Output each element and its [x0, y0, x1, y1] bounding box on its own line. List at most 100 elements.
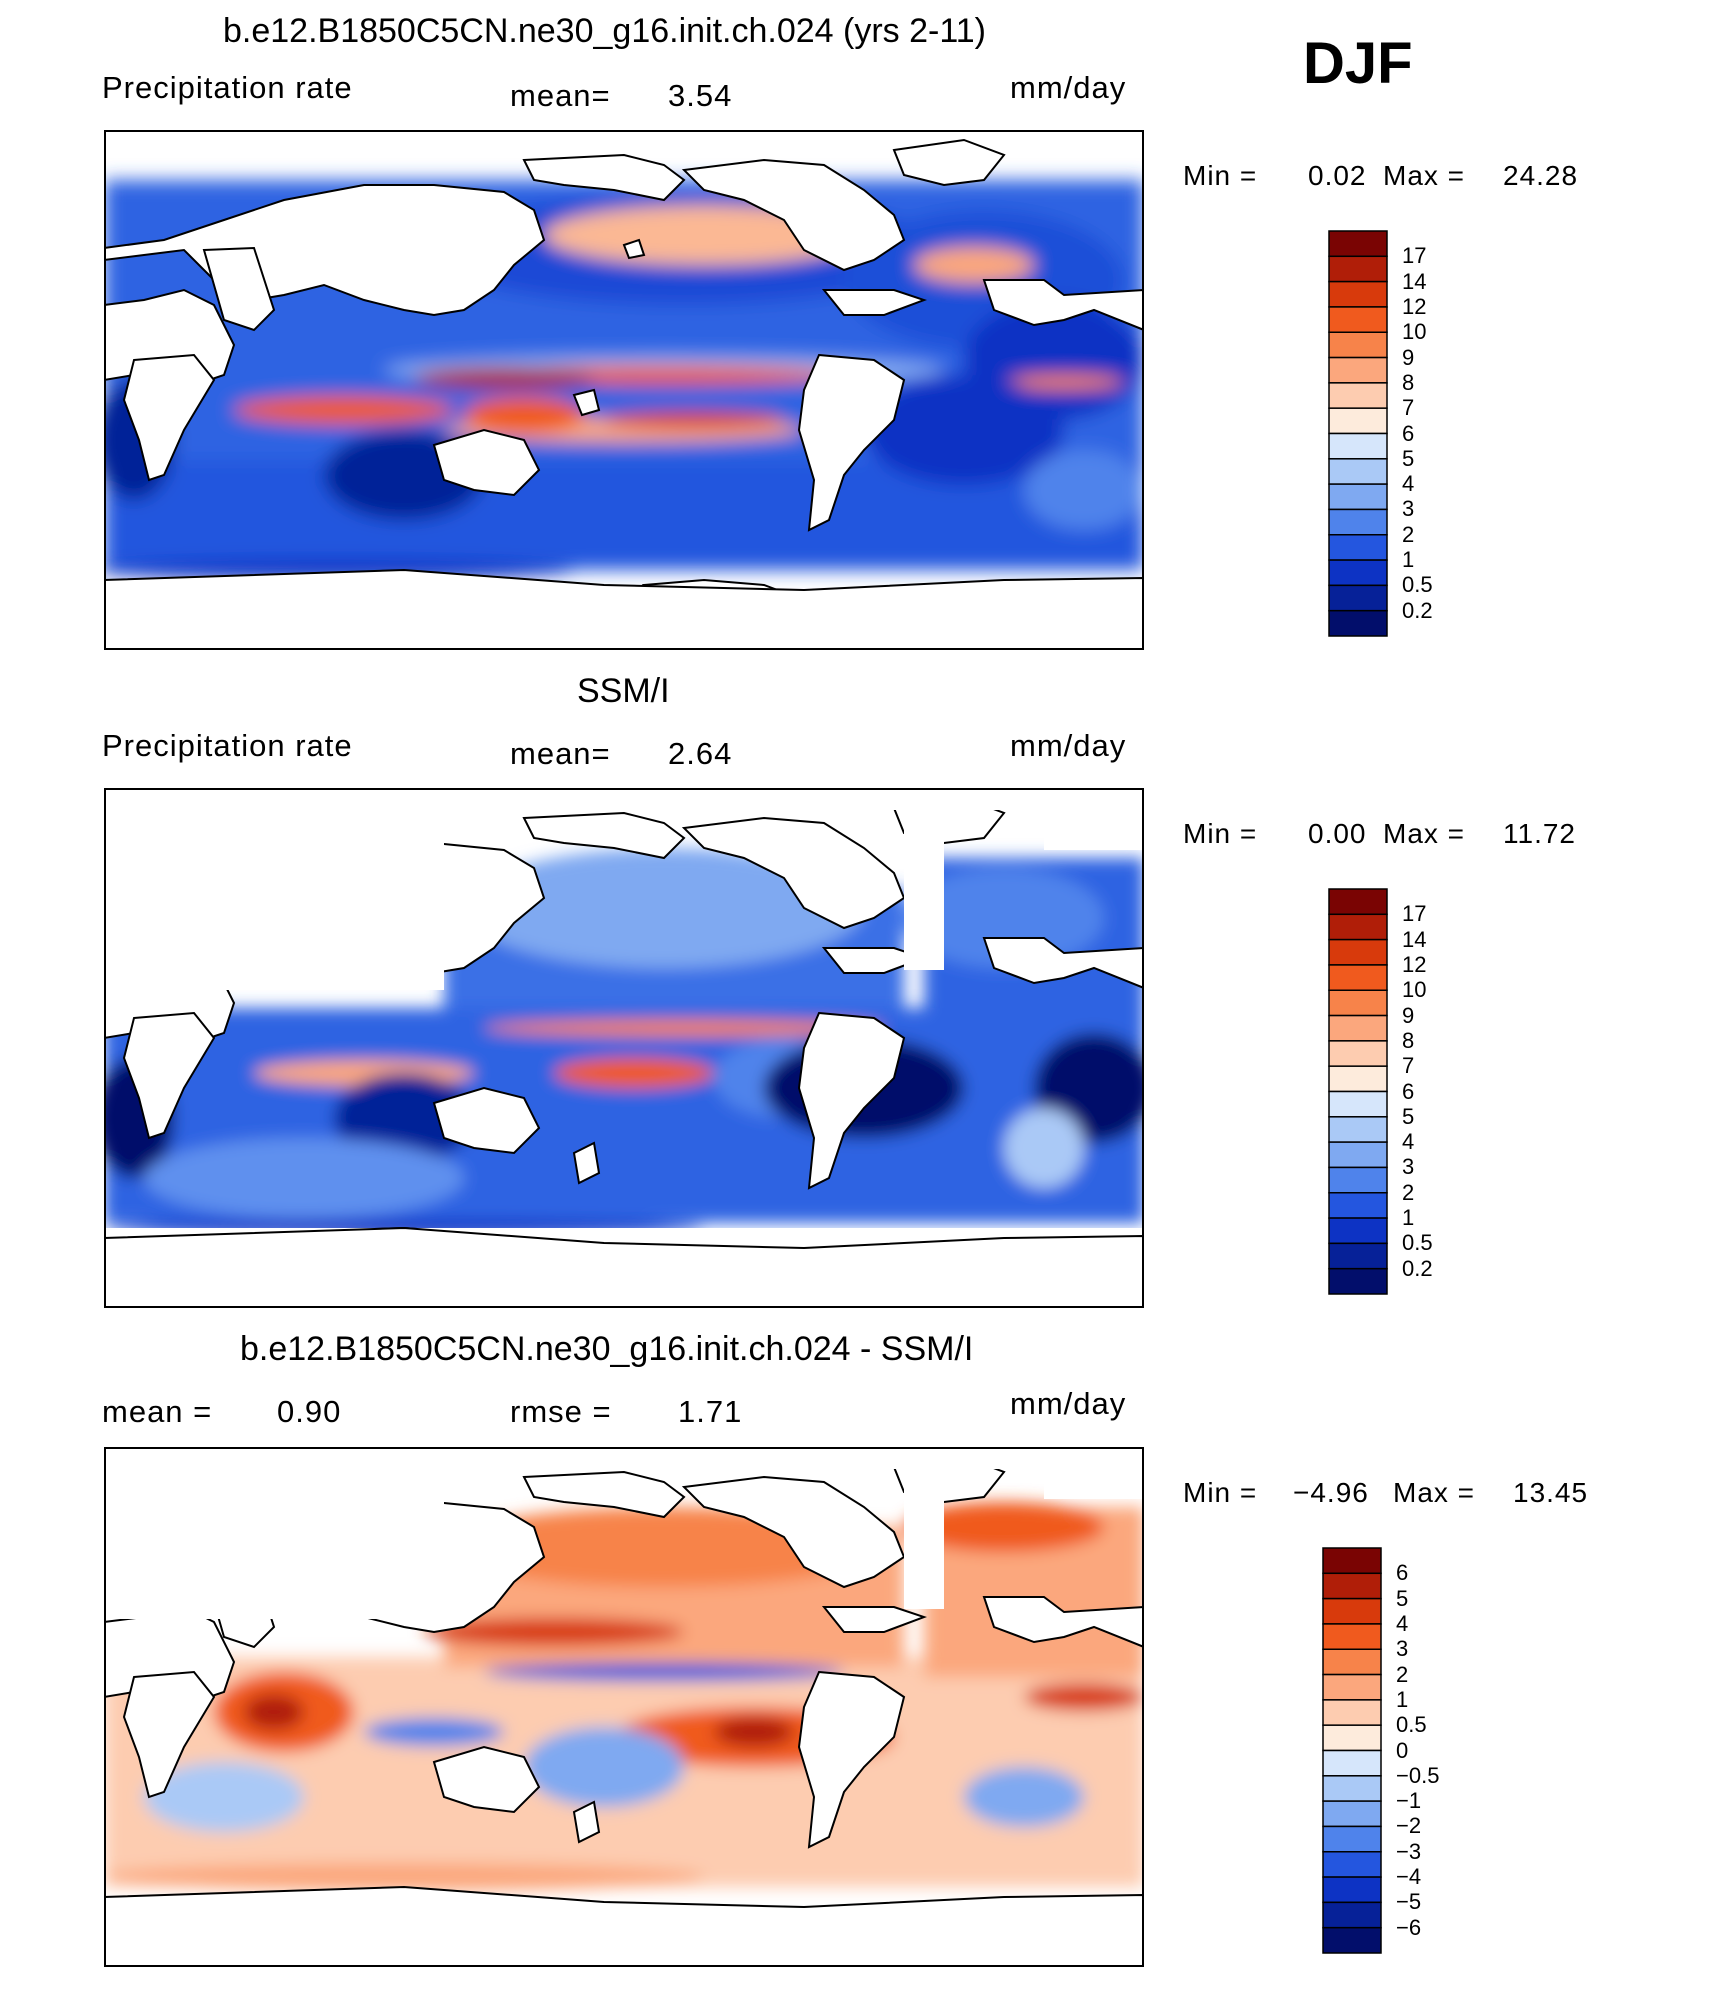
colorbar-swatch — [1322, 1749, 1382, 1777]
colorbar-tick-label: 2 — [1402, 521, 1415, 547]
panel-title: b.e12.B1850C5CN.ne30_g16.init.ch.024 (yr… — [223, 12, 986, 50]
colorbar-tick-label: 6 — [1402, 420, 1415, 446]
colorbar-swatches — [1328, 230, 1388, 637]
colorbar-tick-label: 7 — [1402, 395, 1415, 421]
colorbar-swatch — [1322, 1901, 1382, 1929]
colorbar-swatch — [1322, 1572, 1382, 1600]
colorbar-tick-label: 9 — [1402, 1002, 1415, 1028]
colorbar-swatch — [1328, 382, 1388, 409]
colorbar-tick-label: −3 — [1396, 1838, 1422, 1864]
colorbar-tick-label: 9 — [1402, 344, 1415, 370]
min-max-readout: Min = −4.96 Max = 13.45 — [1183, 1477, 1623, 1517]
max-value: 13.45 — [1513, 1477, 1589, 1508]
colorbar-swatch — [1328, 331, 1388, 359]
min-max-readout: Min = 0.00 Max = 11.72 — [1183, 818, 1603, 858]
colorbar-tick-label: 5 — [1402, 1103, 1415, 1129]
colorbar-tick-label: −6 — [1396, 1914, 1422, 1940]
colorbar-swatch — [1328, 508, 1388, 536]
min-value: 0.02 — [1308, 160, 1367, 191]
colorbar-tick-label: 1 — [1396, 1686, 1409, 1712]
panel-title: SSM/I — [577, 672, 670, 710]
rmse-label: rmse = — [510, 1394, 612, 1429]
mean-label: mean= — [510, 736, 611, 771]
colorbar-swatch — [1328, 356, 1388, 384]
colorbar-tick-label: 4 — [1402, 1129, 1415, 1155]
colorbar-tick-label: 17 — [1402, 243, 1427, 269]
colorbar-swatch — [1322, 1547, 1382, 1575]
colorbar-tick-label: 2 — [1396, 1661, 1409, 1687]
colorbar-swatch — [1328, 584, 1388, 612]
colorbar-tick-label: 8 — [1402, 1027, 1415, 1053]
colorbar-swatch — [1328, 888, 1388, 916]
colorbar-tick-label: 0.2 — [1402, 1255, 1433, 1281]
colorbar-tick-label: 10 — [1402, 319, 1427, 345]
panel-title: b.e12.B1850C5CN.ne30_g16.init.ch.024 - S… — [240, 1330, 974, 1368]
colorbar-tick-label: 5 — [1396, 1585, 1409, 1611]
colorbar-swatch — [1322, 1926, 1382, 1954]
colorbar-tick-label: −4 — [1396, 1864, 1422, 1890]
colorbar-swatch — [1328, 407, 1388, 435]
units-label: mm/day — [1010, 728, 1127, 763]
colorbar-tick-label: 12 — [1402, 951, 1427, 977]
colorbar-swatches — [1322, 1547, 1382, 1954]
colorbar-swatch — [1328, 1040, 1388, 1067]
colorbar-swatch — [1322, 1851, 1382, 1878]
colorbar-swatch — [1328, 609, 1388, 637]
colorbar-tick-label: 8 — [1402, 369, 1415, 395]
colorbar-swatch — [1322, 1623, 1382, 1650]
colorbar-swatch — [1328, 1192, 1388, 1219]
colorbar-tick-label: −5 — [1396, 1889, 1422, 1915]
precip-difference-map — [104, 1447, 1144, 1967]
colorbar-tick-label: 3 — [1396, 1636, 1409, 1662]
colorbar-tick-label: 6 — [1396, 1560, 1409, 1586]
colorbar-swatch — [1328, 280, 1388, 308]
colorbar-swatch — [1328, 1141, 1388, 1169]
colorbar-swatch — [1328, 989, 1388, 1017]
colorbar-tick-label: 4 — [1402, 471, 1415, 497]
colorbar-tick-label: −2 — [1396, 1813, 1422, 1839]
min-label: Min = — [1183, 1477, 1258, 1508]
colorbar-swatch — [1328, 1065, 1388, 1093]
min-value: 0.00 — [1308, 818, 1367, 849]
colorbar-swatch — [1322, 1597, 1382, 1625]
colorbar-tick-label: 7 — [1402, 1053, 1415, 1079]
colorbar: 17 14 12 10 9 8 7 6 5 4 3 2 1 0.5 0.2 — [1328, 230, 1438, 640]
variable-label: Precipitation rate — [102, 728, 353, 763]
colorbar-swatch — [1328, 483, 1388, 511]
colorbar-swatch — [1328, 964, 1388, 991]
colorbar-tick-label: 10 — [1402, 977, 1427, 1003]
variable-label: Precipitation rate — [102, 70, 353, 105]
colorbar-swatch — [1328, 913, 1388, 941]
colorbar-tick-label: 0.5 — [1402, 1230, 1433, 1256]
colorbar-swatch — [1328, 534, 1388, 561]
colorbar-swatch — [1328, 432, 1388, 460]
min-value: −4.96 — [1293, 1477, 1369, 1508]
colorbar-tick-label: 2 — [1402, 1179, 1415, 1205]
min-label: Min = — [1183, 818, 1258, 849]
colorbar-swatch — [1328, 1242, 1388, 1270]
colorbar-tick-label: 17 — [1402, 901, 1427, 927]
colorbar-tick-label: 12 — [1402, 293, 1427, 319]
colorbar-swatch — [1322, 1648, 1382, 1676]
colorbar-tick-label: 6 — [1402, 1078, 1415, 1104]
colorbar-tick-label: 14 — [1402, 926, 1427, 952]
colorbar-swatch — [1328, 938, 1388, 966]
colorbar-tick-label: −0.5 — [1396, 1762, 1440, 1788]
units-label: mm/day — [1010, 70, 1127, 105]
colorbar-swatch — [1328, 1166, 1388, 1194]
max-label: Max = — [1393, 1477, 1476, 1508]
colorbar-tick-label: 0.2 — [1402, 597, 1433, 623]
colorbar-swatch — [1322, 1673, 1382, 1701]
precip-map — [104, 788, 1144, 1308]
mean-value: 3.54 — [668, 78, 733, 113]
mean-label: mean = — [102, 1394, 213, 1429]
colorbar-tick-label: 1 — [1402, 547, 1415, 573]
precip-map — [104, 130, 1144, 650]
colorbar-swatch — [1328, 1090, 1388, 1118]
units-label: mm/day — [1010, 1386, 1127, 1421]
colorbar-swatch — [1322, 1800, 1382, 1828]
season-label: DJF — [1303, 31, 1413, 96]
colorbar: 6 5 4 3 2 1 0.5 0 −0.5 −1 −2 −3 −4 −5 −6 — [1322, 1547, 1442, 1957]
colorbar-tick-label: 0.5 — [1396, 1712, 1427, 1738]
max-value: 24.28 — [1503, 160, 1579, 191]
